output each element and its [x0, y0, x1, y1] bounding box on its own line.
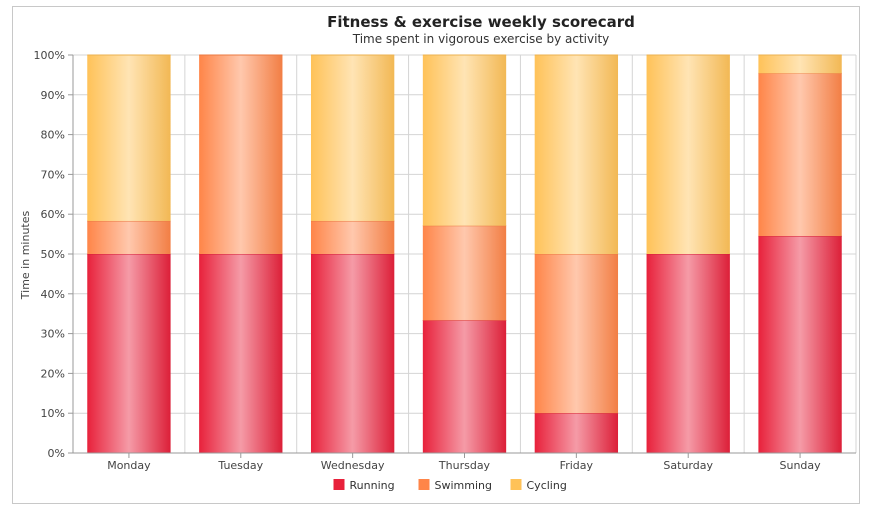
legend-swatch: [510, 479, 522, 490]
bar-running-saturday[interactable]: [646, 254, 730, 453]
y-tick-label: 20%: [41, 367, 65, 380]
legend-label: Running: [350, 479, 395, 492]
legend-item-running[interactable]: Running: [333, 479, 395, 492]
bar-cycling-thursday[interactable]: [422, 55, 507, 226]
bar-running-monday[interactable]: [87, 254, 171, 453]
legend-swatch: [333, 479, 345, 490]
bar-swimming-friday[interactable]: [534, 254, 619, 414]
y-axis-title: Time in minutes: [19, 210, 32, 300]
bar-cycling-monday[interactable]: [87, 55, 171, 221]
chart-title: Fitness & exercise weekly scorecard: [327, 13, 635, 31]
y-tick-label: 80%: [41, 129, 65, 142]
x-tick-label: Saturday: [663, 459, 713, 472]
legend-label: Swimming: [435, 479, 492, 492]
y-tick-label: 60%: [41, 208, 65, 221]
bar-cycling-sunday[interactable]: [758, 55, 842, 74]
bar-cycling-wednesday[interactable]: [310, 55, 395, 221]
legend: Running Swimming Cycling: [333, 479, 567, 492]
y-tick-label: 40%: [41, 288, 65, 301]
y-tick-label: 70%: [41, 168, 65, 181]
bar-swimming-tuesday[interactable]: [199, 55, 283, 254]
bars: [87, 54, 842, 453]
bar-cycling-saturday[interactable]: [646, 55, 730, 254]
legend-swatch: [418, 479, 430, 490]
x-tick-label: Wednesday: [321, 459, 385, 472]
bar-running-sunday[interactable]: [758, 236, 842, 453]
y-tick-label: 100%: [34, 49, 65, 62]
y-tick-label: 10%: [41, 407, 65, 420]
x-tick-label: Friday: [560, 459, 594, 472]
stacked-bar-chart: Fitness & exercise weekly scorecard Time…: [19, 13, 857, 492]
legend-item-swimming[interactable]: Swimming: [418, 479, 492, 492]
bar-running-wednesday[interactable]: [310, 254, 395, 453]
bar-running-thursday[interactable]: [422, 320, 507, 453]
y-tick-label: 0%: [48, 447, 65, 460]
bar-cycling-friday[interactable]: [534, 55, 619, 254]
legend-item-cycling[interactable]: Cycling: [510, 479, 567, 492]
legend-label: Cycling: [527, 479, 567, 492]
bar-swimming-thursday[interactable]: [422, 225, 507, 321]
bar-swimming-sunday[interactable]: [758, 73, 842, 237]
y-tick-label: 50%: [41, 248, 65, 261]
bar-swimming-monday[interactable]: [87, 220, 171, 254]
chart-frame: Fitness & exercise weekly scorecard Time…: [12, 6, 860, 504]
y-tick-label: 30%: [41, 328, 65, 341]
x-tick-label: Monday: [107, 459, 151, 472]
bar-running-tuesday[interactable]: [199, 254, 283, 453]
x-tick-label: Thursday: [438, 459, 491, 472]
y-tick-label: 90%: [41, 89, 65, 102]
x-tick-label: Sunday: [779, 459, 821, 472]
axes: 0% 10% 20% 30% 40% 50% 60% 70% 80% 90% 100% Monday T…: [34, 49, 856, 472]
x-tick-label: Tuesday: [217, 459, 263, 472]
chart-subtitle: Time spent in vigorous exercise by activ…: [352, 32, 610, 46]
bar-running-friday[interactable]: [534, 413, 619, 453]
bar-swimming-wednesday[interactable]: [310, 220, 395, 254]
